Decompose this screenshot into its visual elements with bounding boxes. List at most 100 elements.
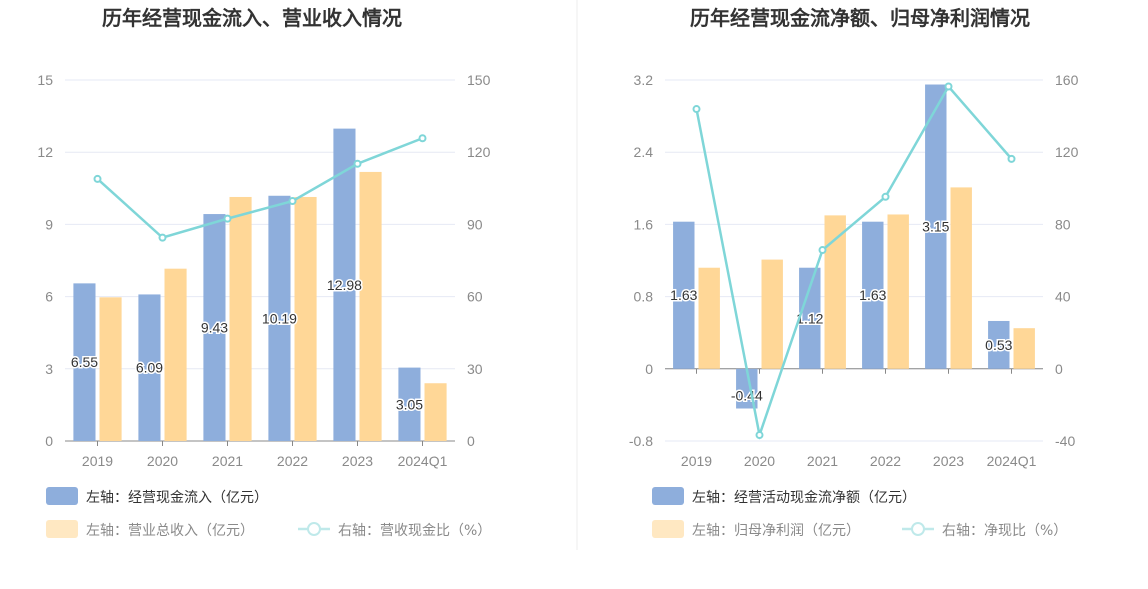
bar-primary [862, 221, 884, 369]
line-point [93, 174, 102, 183]
line-point [158, 233, 167, 242]
chart-title: 历年经营现金流净额、归母净利润情况 [690, 6, 1030, 30]
left-axis-tick: 6 [45, 289, 53, 305]
legend-line-marker [307, 522, 321, 536]
data-label: 3.05 [396, 396, 423, 412]
data-label: -0.44 [731, 388, 763, 404]
x-axis-label: 2024Q1 [398, 453, 448, 469]
x-axis-label: 2021 [212, 453, 243, 469]
x-axis-label: 2019 [82, 453, 113, 469]
right-axis-tick: 40 [1055, 289, 1071, 305]
x-axis-label: 2019 [681, 453, 712, 469]
right-axis-tick: 60 [467, 289, 483, 305]
line-series [96, 137, 423, 240]
data-label: 1.63 [859, 287, 886, 303]
bar-secondary [99, 297, 122, 441]
right-axis-tick: 80 [1055, 216, 1071, 232]
data-label: 6.55 [71, 354, 98, 370]
left-axis-tick: 0 [645, 361, 653, 377]
bar-primary [138, 294, 161, 441]
left-axis-tick: 9 [45, 216, 53, 232]
data-label: 12.98 [327, 277, 362, 293]
data-label: 0.53 [985, 337, 1012, 353]
line-point [755, 431, 764, 440]
right-axis-tick: 90 [467, 216, 483, 232]
left-axis-tick: 15 [37, 72, 53, 88]
x-axis-label: 2024Q1 [987, 453, 1037, 469]
x-axis-label: 2023 [342, 453, 373, 469]
bar-secondary [887, 214, 909, 369]
legend-item-secondary[interactable]: 左轴：营业总收入（亿元） [86, 523, 254, 539]
left-axis-tick: 2.4 [634, 144, 654, 160]
line-series [695, 84, 1013, 440]
left-axis-tick: -0.8 [629, 433, 653, 449]
left-axis-tick: 3.2 [634, 72, 654, 88]
x-axis-label: 2022 [870, 453, 901, 469]
line-point [818, 246, 827, 255]
bar-secondary [761, 259, 783, 369]
bar-primary [988, 320, 1010, 369]
data-label: 6.09 [136, 360, 163, 376]
bar-primary [333, 128, 356, 441]
legend-swatch-primary[interactable] [652, 487, 684, 505]
bar-secondary [229, 196, 252, 441]
x-axis-label: 2020 [147, 453, 178, 469]
right-axis-tick: 120 [1055, 144, 1079, 160]
data-label: 3.15 [922, 219, 949, 235]
bar-secondary [424, 383, 447, 441]
legend-swatch-secondary[interactable] [652, 520, 684, 538]
bar-secondary [359, 171, 382, 441]
bar-primary [799, 267, 821, 369]
right-axis-tick: 0 [467, 433, 475, 449]
x-axis-label: 2022 [277, 453, 308, 469]
data-label: 1.12 [796, 310, 823, 326]
line-point [353, 159, 362, 168]
bar-secondary [824, 215, 846, 369]
bar-primary [203, 214, 226, 441]
bar-primary [673, 221, 695, 369]
bar-secondary [1013, 328, 1035, 369]
bar-primary [73, 283, 96, 441]
right-axis-tick: 0 [1055, 361, 1063, 377]
bar-primary [268, 195, 291, 441]
line-point [288, 197, 297, 206]
legend-swatch-secondary[interactable] [46, 520, 78, 538]
right-axis-tick: 150 [467, 72, 491, 88]
bar-secondary [164, 268, 187, 441]
data-label: 10.19 [262, 310, 297, 326]
line-point [1007, 154, 1016, 163]
line-point [692, 105, 701, 114]
legend-item-line[interactable]: 右轴：净现比（%） [942, 523, 1067, 539]
data-label: 1.63 [670, 287, 697, 303]
legend-item-line[interactable]: 右轴：营收现金比（%） [338, 523, 491, 539]
line-point [881, 192, 890, 201]
x-axis-label: 2020 [744, 453, 775, 469]
bar-secondary [698, 267, 720, 369]
legend-item-primary[interactable]: 左轴：经营现金流入（亿元） [86, 490, 268, 506]
data-label: 9.43 [201, 320, 228, 336]
line-point [223, 214, 232, 223]
right-axis-tick: 30 [467, 361, 483, 377]
line-point [418, 134, 427, 143]
x-axis-label: 2023 [933, 453, 964, 469]
bar-secondary [294, 196, 317, 441]
left-axis-tick: 1.6 [634, 216, 654, 232]
legend-line-marker [911, 522, 925, 536]
legend-item-secondary[interactable]: 左轴：归母净利润（亿元） [692, 522, 860, 539]
left-axis-tick: 0 [45, 433, 53, 449]
bar-primary [398, 367, 421, 441]
line-point [944, 82, 953, 91]
left-axis-tick: 3 [45, 361, 53, 377]
left-axis-tick: 0.8 [634, 289, 654, 305]
legend-swatch-primary[interactable] [46, 487, 78, 505]
x-axis-label: 2021 [807, 453, 838, 469]
left-axis-tick: 12 [37, 144, 53, 160]
right-axis-tick: 120 [467, 144, 491, 160]
chart-title: 历年经营现金流入、营业收入情况 [102, 6, 402, 30]
legend-item-primary[interactable]: 左轴：经营活动现金流净额（亿元） [692, 490, 916, 506]
bar-primary [925, 84, 947, 369]
right-axis-tick: -40 [1055, 433, 1075, 449]
bar-secondary [950, 187, 972, 369]
right-axis-tick: 160 [1055, 72, 1079, 88]
